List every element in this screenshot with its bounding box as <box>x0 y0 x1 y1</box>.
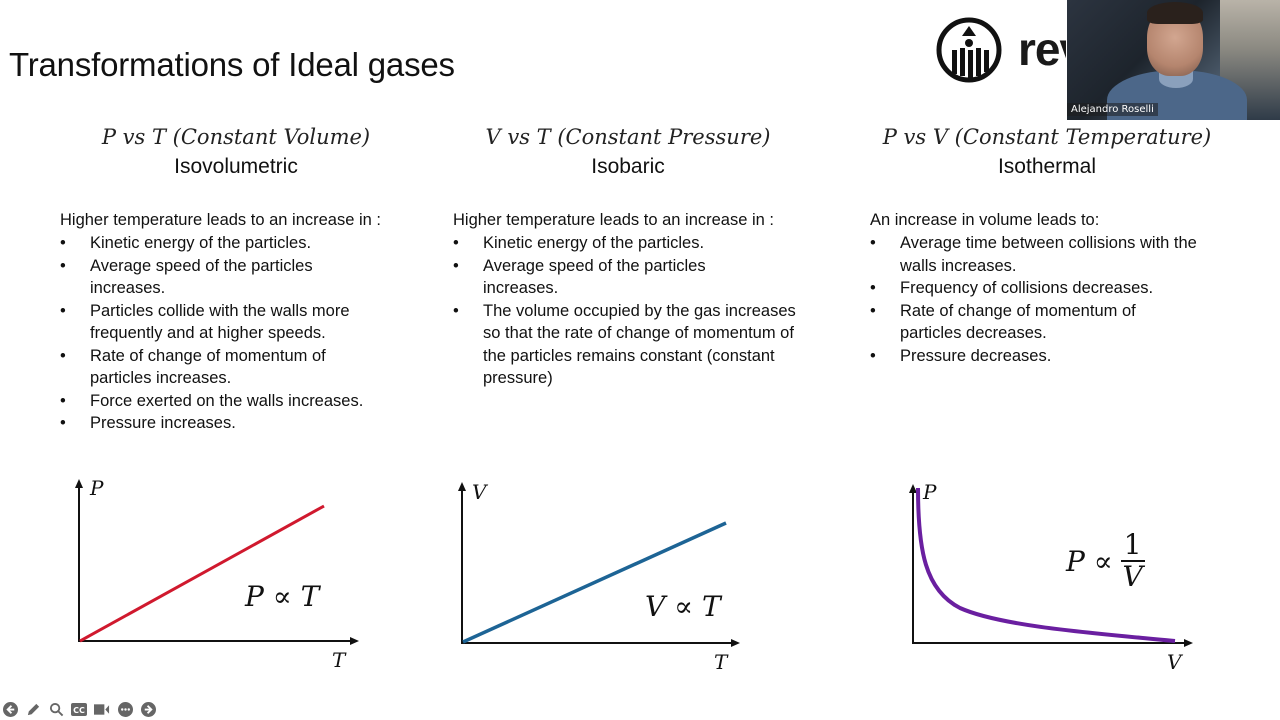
bullet-list: Kinetic energy of the particles. Average… <box>453 232 803 390</box>
column-equation: P vs T (Constant Volume) <box>101 125 371 149</box>
slide-title: Transformations of Ideal gases <box>9 46 455 83</box>
column-subtitle: Isovolumetric <box>174 155 298 178</box>
relation-left: P ∝ <box>1066 544 1113 578</box>
list-item: Kinetic energy of the particles. <box>453 232 803 255</box>
list-item: Average speed of the particles increases… <box>60 255 360 300</box>
graph-v-vs-t: V T V ∝ T <box>440 470 760 685</box>
more-icon[interactable] <box>117 701 133 717</box>
x-axis-label: V <box>1167 650 1182 674</box>
column-isovolumetric: P vs T (Constant Volume) Isovolumetric <box>60 122 412 182</box>
list-item: Kinetic energy of the particles. <box>60 232 410 255</box>
graph-p-vs-v: P V P ∝ 1 V <box>890 470 1210 685</box>
graph-p-vs-t: P T P ∝ T <box>60 470 380 685</box>
list-item: Rate of change of momentum of particles … <box>870 300 1170 345</box>
zoom-icon[interactable] <box>48 701 64 717</box>
brand-logo: rev <box>936 16 1066 86</box>
relation-label: P ∝ 1 V <box>1066 530 1145 592</box>
captions-icon[interactable]: CC <box>71 701 87 717</box>
y-axis-label: V <box>472 480 487 504</box>
column-intro: An increase in volume leads to: <box>870 211 1100 229</box>
previous-slide-icon[interactable] <box>2 701 18 717</box>
relation-label: P ∝ T <box>245 580 320 613</box>
next-slide-icon[interactable] <box>140 701 156 717</box>
bullet-list: Average time between collisions with the… <box>870 232 1220 367</box>
list-item: Average speed of the particles increases… <box>453 255 753 300</box>
list-item: Rate of change of momentum of particles … <box>60 345 360 390</box>
svg-text:CC: CC <box>73 706 85 715</box>
list-item: Average time between collisions with the… <box>870 232 1210 277</box>
presentation-toolbar: CC <box>2 700 156 718</box>
column-intro: Higher temperature leads to an increase … <box>453 211 775 229</box>
relation-label: V ∝ T <box>645 590 721 623</box>
list-item: Particles collide with the walls more fr… <box>60 300 400 345</box>
list-item: Frequency of collisions decreases. <box>870 277 1220 300</box>
camera-icon[interactable] <box>94 701 110 717</box>
logo-mark-icon <box>936 17 1002 83</box>
x-axis-label: T <box>714 650 728 674</box>
column-isothermal: P vs V (Constant Temperature) Isothermal <box>870 122 1224 182</box>
y-axis-label: P <box>923 480 937 504</box>
relation-denominator: V <box>1122 560 1143 593</box>
logo-text: rev <box>1018 23 1066 75</box>
list-item: Pressure decreases. <box>870 345 1220 368</box>
column-subtitle: Isobaric <box>591 155 665 178</box>
column-subtitle: Isothermal <box>997 155 1097 178</box>
participant-video[interactable]: Alejandro Roselli <box>1067 0 1280 120</box>
column-equation: P vs V (Constant Temperature) <box>882 125 1212 149</box>
bullet-list: Kinetic energy of the particles. Average… <box>60 232 410 435</box>
list-item: Force exerted on the walls increases. <box>60 390 410 413</box>
column-equation: V vs T (Constant Pressure) <box>485 125 771 149</box>
pen-icon[interactable] <box>25 701 41 717</box>
relation-numerator: 1 <box>1120 530 1145 562</box>
x-axis-label: T <box>332 648 346 672</box>
list-item: The volume occupied by the gas increases… <box>453 300 798 390</box>
column-intro: Higher temperature leads to an increase … <box>60 211 382 229</box>
list-item: Pressure increases. <box>60 412 410 435</box>
column-isobaric: V vs T (Constant Pressure) Isobaric <box>452 122 804 182</box>
participant-name: Alejandro Roselli <box>1067 103 1158 116</box>
y-axis-label: P <box>90 476 104 500</box>
